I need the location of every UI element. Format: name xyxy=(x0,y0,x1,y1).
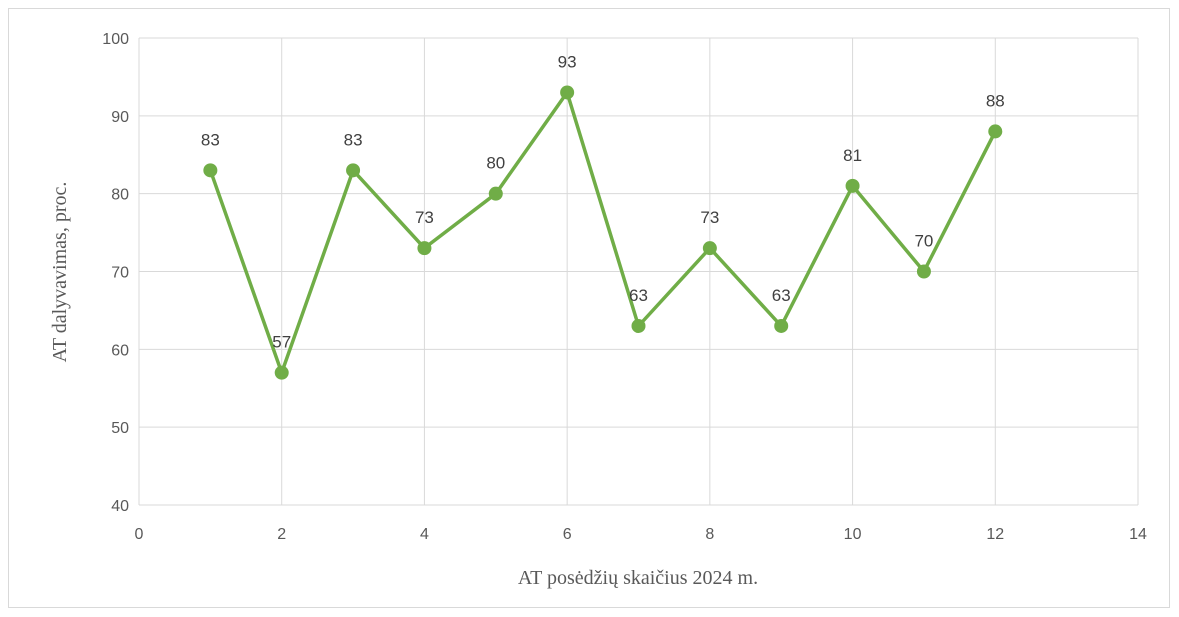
x-axis-ticks: 0 2 4 6 8 10 12 14 xyxy=(135,526,1147,543)
x-tick-label: 0 xyxy=(135,526,144,543)
data-point xyxy=(417,241,432,256)
y-tick-label: 40 xyxy=(111,498,129,515)
data-label: 93 xyxy=(558,52,577,71)
x-tick-label: 12 xyxy=(986,526,1004,543)
data-point xyxy=(560,85,575,100)
chart-frame xyxy=(8,8,1170,608)
x-tick-label: 10 xyxy=(844,526,862,543)
data-label: 63 xyxy=(772,286,791,305)
series-line xyxy=(208,90,997,375)
y-tick-label: 50 xyxy=(111,420,129,437)
y-tick-label: 90 xyxy=(111,109,129,126)
data-point xyxy=(203,163,218,178)
data-point xyxy=(274,365,289,380)
y-tick-label: 100 xyxy=(102,31,129,48)
y-axis-ticks: 40 50 60 70 80 90 100 xyxy=(102,31,129,515)
x-tick-label: 2 xyxy=(277,526,286,543)
data-point xyxy=(845,178,860,193)
data-label: 81 xyxy=(843,146,862,165)
data-point xyxy=(774,318,789,333)
data-point xyxy=(346,163,361,178)
data-point xyxy=(916,264,931,279)
y-tick-label: 60 xyxy=(111,342,129,359)
series-group xyxy=(203,85,1003,380)
data-label: 57 xyxy=(272,333,291,352)
data-labels: 83 57 83 73 80 93 63 73 63 81 70 88 xyxy=(201,52,1005,351)
data-label: 70 xyxy=(914,232,933,251)
x-tick-label: 4 xyxy=(420,526,429,543)
data-label: 63 xyxy=(629,286,648,305)
y-tick-label: 70 xyxy=(111,265,129,282)
x-axis-title: AT posėdžių skaičius 2024 m. xyxy=(518,567,758,589)
y-axis-title: AT dalyvavimas, proc. xyxy=(49,182,71,363)
x-tick-label: 8 xyxy=(705,526,714,543)
y-tick-label: 80 xyxy=(111,187,129,204)
data-point xyxy=(488,186,503,201)
data-point xyxy=(988,124,1003,139)
data-label: 73 xyxy=(415,208,434,227)
data-label: 88 xyxy=(986,91,1005,110)
data-label: 73 xyxy=(700,208,719,227)
data-label: 83 xyxy=(344,130,363,149)
x-tick-label: 6 xyxy=(563,526,572,543)
data-point xyxy=(702,241,717,256)
data-label: 83 xyxy=(201,130,220,149)
x-tick-label: 14 xyxy=(1129,526,1147,543)
data-point xyxy=(631,318,646,333)
data-label: 80 xyxy=(486,154,505,173)
grid-lines xyxy=(138,37,1139,506)
